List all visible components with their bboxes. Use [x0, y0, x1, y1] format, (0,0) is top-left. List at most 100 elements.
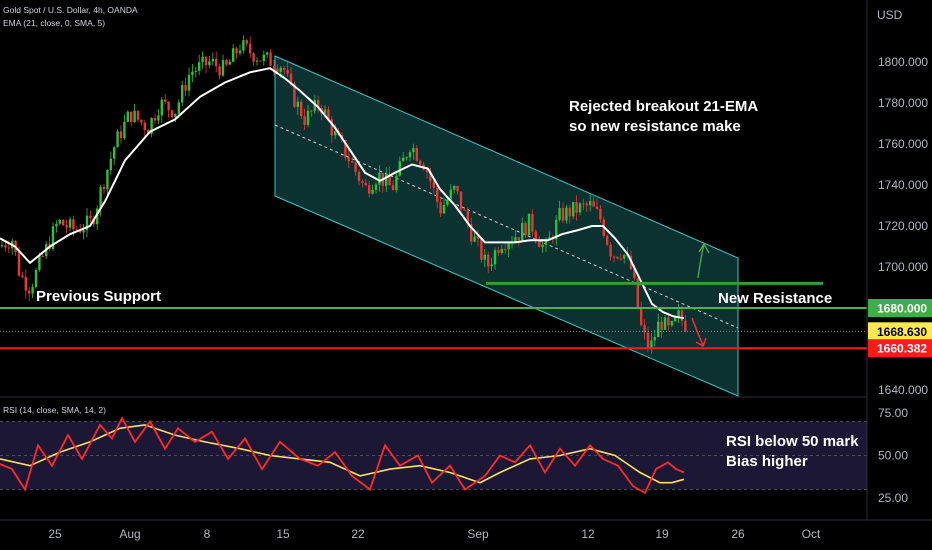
candle-body: [276, 68, 279, 72]
price-tag-current: 1668.630: [877, 325, 927, 339]
candle-body: [578, 203, 582, 213]
candle-body: [674, 316, 677, 322]
price-tick-label: 1700.000: [878, 260, 928, 274]
candle-body: [650, 340, 653, 348]
candle-body: [21, 275, 24, 278]
currency-label[interactable]: USD: [877, 8, 903, 22]
candle-body: [262, 54, 265, 62]
candle-body: [126, 111, 129, 122]
candle-body: [109, 158, 112, 171]
price-tick-label: 1720.000: [878, 219, 928, 233]
time-tick-label: 12: [581, 527, 595, 541]
candle-body: [568, 207, 571, 217]
candle-body: [374, 184, 378, 190]
candle-body: [347, 157, 350, 162]
candle-body: [89, 215, 92, 219]
candle-body: [289, 73, 293, 84]
candle-body: [266, 52, 269, 55]
candle-body: [541, 244, 544, 248]
candle-body: [385, 174, 388, 186]
candle-body: [211, 58, 214, 62]
candle-body: [677, 310, 680, 317]
candle-body: [429, 172, 432, 182]
candle-body: [544, 239, 548, 245]
rsi-line: [0, 416, 685, 495]
candle-body: [368, 185, 371, 194]
candle-body: [153, 117, 157, 121]
candle-body: [17, 252, 21, 276]
candle-body: [198, 62, 201, 71]
candle-body: [589, 201, 592, 206]
annotation-bias-higher: Bias higher: [726, 453, 808, 470]
candle-body: [493, 250, 497, 265]
time-axis[interactable]: 25 Aug 8 15 22 Sep 12 19 26 Oct: [48, 527, 821, 541]
candle-body: [391, 185, 395, 191]
candle-body: [419, 160, 422, 165]
candle-body: [279, 67, 282, 72]
candle-body: [684, 320, 687, 332]
rsi-axis[interactable]: 25.00 50.00 75.00: [878, 406, 908, 505]
candle-body: [623, 254, 626, 259]
candle-body: [0, 245, 4, 247]
candle-body: [191, 71, 194, 75]
candle-body: [164, 99, 167, 102]
candle-body: [242, 40, 245, 51]
candle-body: [585, 203, 588, 206]
candle-body: [136, 110, 140, 120]
candle-body: [453, 185, 456, 190]
time-tick-label: Oct: [802, 527, 821, 541]
candle-body: [58, 219, 61, 224]
candle-body: [140, 119, 143, 123]
candle-body: [483, 254, 486, 260]
candle-body: [113, 147, 116, 159]
candle-body: [334, 131, 337, 136]
candle-body: [225, 60, 228, 65]
candle-body: [487, 254, 490, 267]
candle-body: [473, 236, 476, 242]
candle-body: [446, 199, 449, 205]
candle-body: [187, 74, 191, 91]
time-tick-label: 15: [276, 527, 290, 541]
candle-body: [204, 56, 208, 66]
candle-body: [395, 175, 398, 191]
symbol-legend[interactable]: Gold Spot / U.S. Dollar, 4h, OANDA: [3, 5, 138, 15]
candle-body: [364, 182, 367, 186]
ema-legend[interactable]: EMA (21, close, 0, SMA, 5): [3, 18, 105, 28]
candle-body: [466, 210, 469, 225]
candle-body: [85, 215, 89, 231]
candle-body: [636, 278, 639, 308]
candle-body: [79, 230, 82, 233]
candle-body: [286, 70, 289, 74]
candle-body: [72, 219, 75, 230]
candle-body: [432, 181, 435, 188]
candle-body: [412, 148, 415, 153]
candle-body: [439, 201, 442, 214]
candle-body: [646, 332, 650, 348]
candle-body: [425, 169, 429, 173]
candle-body: [361, 181, 364, 183]
candle-body: [408, 152, 412, 158]
price-tag-low-bg: [868, 339, 932, 358]
candle-body: [123, 121, 126, 139]
candle-body: [327, 109, 330, 120]
rsi-legend[interactable]: RSI (14, close, SMA, 14, 2): [3, 405, 106, 415]
candle-body: [415, 148, 418, 161]
rsi-tick-label: 50.00: [878, 449, 908, 463]
candle-body: [4, 245, 7, 248]
time-tick-label: 8: [204, 527, 211, 541]
candle-body: [476, 236, 480, 239]
candle-body: [133, 110, 136, 122]
candle-body: [160, 99, 163, 116]
candle-body: [388, 174, 391, 186]
candle-body: [255, 60, 259, 62]
candle-body: [480, 238, 483, 260]
candle-body: [527, 213, 531, 236]
rsi-tick-label: 75.00: [878, 406, 908, 420]
candle-body: [456, 185, 459, 192]
price-tick-label: 1740.000: [878, 178, 928, 192]
candle-body: [612, 256, 616, 258]
candle-body: [259, 60, 262, 62]
candle-body: [463, 209, 466, 211]
candle-body: [555, 219, 558, 240]
